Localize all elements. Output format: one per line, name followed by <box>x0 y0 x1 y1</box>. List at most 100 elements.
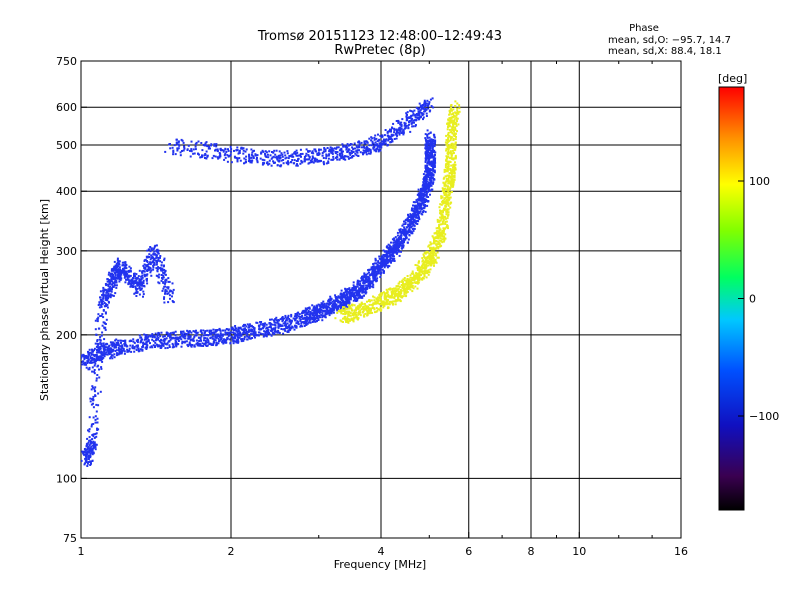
data-point <box>433 144 436 146</box>
data-point <box>401 242 404 245</box>
data-point <box>340 289 343 292</box>
data-point <box>353 304 356 307</box>
data-point <box>345 148 348 151</box>
data-point <box>242 323 245 326</box>
data-point <box>382 139 385 142</box>
data-point <box>441 210 444 212</box>
data-point <box>373 308 376 311</box>
data-point <box>433 164 436 167</box>
data-point <box>327 154 330 157</box>
data-point <box>454 156 457 159</box>
data-point <box>344 297 347 300</box>
data-point <box>453 166 456 169</box>
data-point <box>326 147 329 149</box>
data-point <box>404 223 407 225</box>
data-point <box>337 295 340 298</box>
data-point <box>440 216 443 219</box>
data-point <box>443 235 446 238</box>
data-point <box>409 109 412 112</box>
data-point <box>392 122 395 125</box>
data-point <box>136 345 139 347</box>
data-point <box>411 286 414 289</box>
data-point <box>99 351 102 354</box>
data-point <box>178 144 181 147</box>
data-point <box>243 328 246 331</box>
data-point <box>264 155 267 158</box>
data-point <box>445 210 448 213</box>
data-point <box>450 152 453 155</box>
data-point <box>444 187 447 190</box>
data-point <box>300 321 303 324</box>
data-point <box>418 207 421 210</box>
data-point <box>314 320 317 323</box>
data-point <box>379 258 382 261</box>
data-point <box>353 142 356 145</box>
data-point <box>177 338 180 341</box>
data-point <box>447 179 450 182</box>
data-point <box>448 194 450 196</box>
data-point <box>386 130 389 133</box>
data-point <box>341 295 344 298</box>
data-point <box>307 321 310 324</box>
data-point <box>454 128 457 131</box>
data-point <box>156 335 159 338</box>
data-point <box>289 323 292 326</box>
data-point <box>421 184 424 187</box>
data-point <box>445 188 448 191</box>
data-point <box>90 361 93 364</box>
data-point <box>412 212 415 215</box>
data-point <box>377 150 380 153</box>
data-point <box>249 161 252 164</box>
data-point <box>256 156 258 159</box>
data-point <box>358 280 361 283</box>
data-point <box>433 250 436 253</box>
data-point <box>236 160 239 163</box>
data-point <box>454 132 457 135</box>
data-point <box>227 149 230 152</box>
data-point <box>337 301 340 304</box>
data-point <box>236 158 239 161</box>
data-point <box>448 139 451 142</box>
data-point <box>358 143 361 146</box>
data-point <box>311 318 314 321</box>
data-point <box>377 298 380 301</box>
data-point <box>88 460 91 463</box>
data-point <box>160 331 163 334</box>
data-point <box>376 140 379 143</box>
data-point <box>294 153 297 155</box>
data-point <box>373 138 376 141</box>
data-point <box>355 144 358 147</box>
data-point <box>103 348 106 351</box>
data-point <box>348 292 351 295</box>
data-point <box>82 362 85 365</box>
data-point <box>188 337 191 340</box>
data-point <box>283 328 286 330</box>
data-point <box>290 327 293 330</box>
data-point <box>90 462 92 465</box>
data-point <box>411 290 414 293</box>
data-point <box>246 323 249 326</box>
data-point <box>436 240 438 243</box>
data-point <box>431 235 434 238</box>
data-point <box>426 136 429 139</box>
data-point <box>423 108 426 111</box>
data-point <box>418 193 421 196</box>
data-point <box>434 240 437 243</box>
data-point <box>364 279 367 282</box>
data-point <box>106 353 109 356</box>
data-point <box>319 316 321 319</box>
data-point <box>354 299 357 302</box>
data-point <box>406 275 409 277</box>
data-point <box>397 298 400 301</box>
data-point <box>100 344 103 347</box>
data-point <box>107 352 110 355</box>
data-point <box>264 322 266 325</box>
data-point <box>168 344 171 347</box>
data-point <box>102 342 105 345</box>
data-point <box>417 276 420 279</box>
data-point <box>425 169 428 172</box>
data-point <box>340 157 343 160</box>
data-point <box>217 333 220 336</box>
data-point <box>352 292 355 295</box>
data-point <box>391 255 394 258</box>
